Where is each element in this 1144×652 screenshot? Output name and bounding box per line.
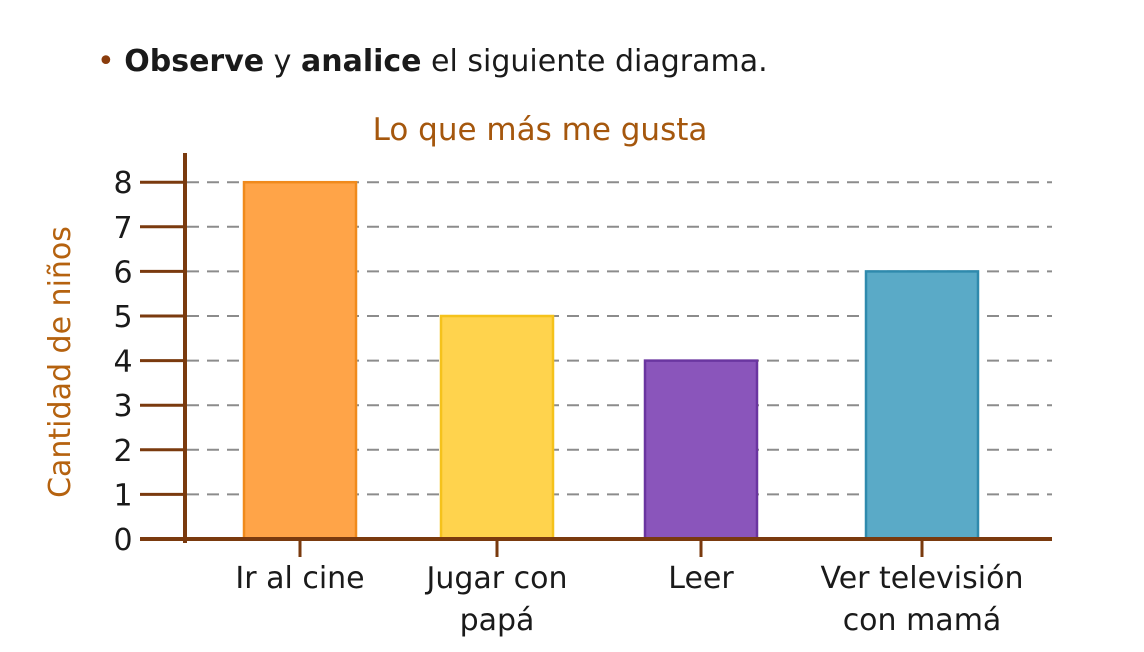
bar [864, 270, 980, 541]
instruction-connector: y [264, 44, 301, 79]
y-tick-label: 4 [113, 345, 132, 380]
y-tick-label: 6 [113, 255, 132, 290]
x-tick-label: Ver televisión con mamá [821, 561, 1024, 638]
instruction-rest: el siguiente diagrama. [421, 44, 768, 79]
bar [242, 180, 358, 541]
instruction-bold-analice: analice [300, 44, 422, 79]
bullet-icon: • [97, 44, 115, 79]
x-tick-label: Jugar con papá [424, 561, 567, 638]
y-tick-label: 7 [113, 211, 132, 246]
y-tick-label: 1 [113, 478, 132, 513]
x-tick-label: Ir al cine [235, 561, 364, 596]
x-tick-label: Leer [668, 561, 734, 596]
y-tick-label: 5 [113, 300, 132, 335]
axes [140, 153, 1052, 557]
y-tick-label: 2 [113, 434, 132, 469]
y-axis-label: Cantidad de niños [43, 226, 78, 498]
instruction-text: • Observe y analice el siguiente diagram… [97, 44, 768, 79]
y-tick-label: 8 [113, 166, 132, 201]
bars [242, 180, 980, 541]
y-tick-label: 0 [113, 523, 132, 558]
y-tick-labels: 0 1 2 3 4 5 6 7 8 [113, 166, 132, 558]
bar [643, 359, 759, 541]
x-tick-labels: Ir al cine Jugar con papá Leer Ver televisió… [235, 561, 1023, 638]
chart-title: Lo que más me gusta [373, 112, 708, 148]
bar [439, 314, 555, 541]
instruction-bold-observe: Observe [124, 44, 265, 79]
y-tick-label: 3 [113, 389, 132, 424]
